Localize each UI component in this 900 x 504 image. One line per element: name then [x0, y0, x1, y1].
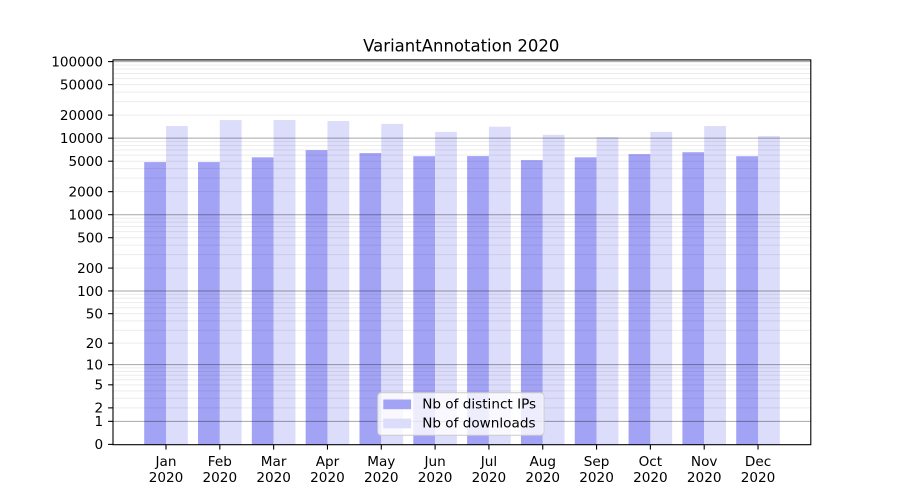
- y-tick-label: 5: [94, 378, 103, 394]
- x-tick-label-year: 2020: [633, 470, 668, 486]
- bar-ips-sep: [574, 157, 597, 445]
- x-tick-label-year: 2020: [741, 470, 776, 486]
- chart-title: VariantAnnotation 2020: [363, 37, 559, 56]
- legend-frame: [377, 392, 545, 436]
- bars-layer: [144, 120, 780, 445]
- y-tick-label: 1: [94, 414, 103, 430]
- bar-downloads-nov: [704, 126, 726, 445]
- bar-downloads-jul: [488, 126, 511, 445]
- bar-ips-may: [359, 153, 382, 445]
- y-tick-label: 0: [94, 437, 103, 453]
- y-tick-label: 2000: [68, 184, 103, 200]
- y-tick-label: 100000: [51, 54, 103, 70]
- legend-swatch-ips: [383, 399, 412, 410]
- bar-downloads-feb: [219, 120, 242, 445]
- y-tick-label: 50000: [60, 77, 103, 93]
- bar-downloads-oct: [650, 131, 673, 445]
- y-tick-label: 20000: [60, 108, 103, 124]
- bar-downloads-mar: [273, 120, 296, 445]
- bar-downloads-jun: [435, 131, 457, 445]
- bar-downloads-aug: [542, 134, 565, 445]
- y-tick-label: 10000: [60, 131, 103, 147]
- gridlines-layer: [113, 61, 811, 422]
- legend-swatch-downloads: [383, 418, 412, 429]
- x-tick-label-year: 2020: [525, 470, 560, 486]
- y-tick-label: 200: [77, 261, 103, 277]
- x-tick-label-year: 2020: [310, 470, 345, 486]
- x-tick-label-month: Apr: [316, 454, 340, 470]
- axes-layer: [108, 59, 812, 450]
- bar-ips-nov: [682, 152, 705, 445]
- axes-frame: [112, 59, 812, 446]
- x-tick-label-year: 2020: [256, 470, 291, 486]
- bar-downloads-apr: [327, 121, 350, 445]
- bar-ips-aug: [520, 160, 543, 445]
- x-tick-label-month: Sep: [584, 454, 610, 470]
- bar-ips-jan: [144, 162, 166, 445]
- tick-labels-layer: 0 12 5 10 20 50 100 200 500 1000 2000 5000 10000 2000…: [51, 54, 776, 486]
- x-tick-label-month: Jun: [423, 454, 445, 470]
- bar-downloads-dec: [758, 136, 780, 445]
- x-tick-label-month: Jan: [155, 454, 177, 470]
- legend-label-ips: Nb of distinct IPs: [422, 397, 536, 413]
- x-tick-label-year: 2020: [364, 470, 399, 486]
- x-tick-label-month: Mar: [261, 454, 287, 470]
- y-tick-label: 100: [77, 284, 103, 300]
- x-tick-label-month: Feb: [208, 454, 232, 470]
- x-tick-label-year: 2020: [579, 470, 614, 486]
- bar-downloads-jan: [166, 125, 188, 445]
- y-tick-label: 500: [77, 231, 103, 247]
- x-tick-label-month: Jul: [480, 454, 497, 470]
- bar-ips-jun: [413, 156, 436, 445]
- bar-ips-dec: [736, 156, 759, 445]
- bar-ips-jul: [467, 156, 489, 445]
- legend: Nb of distinct IPs Nb of downloads: [377, 392, 545, 436]
- x-tick-label-year: 2020: [149, 470, 184, 486]
- y-tick-label: 1000: [68, 207, 103, 223]
- x-tick-label-month: Oct: [639, 454, 663, 470]
- bar-downloads-sep: [596, 137, 619, 445]
- bar-ips-apr: [305, 150, 328, 445]
- x-tick-label-year: 2020: [203, 470, 238, 486]
- x-tick-label-year: 2020: [472, 470, 507, 486]
- y-tick-label: 20: [86, 336, 103, 352]
- y-tick-label: 50: [86, 306, 103, 322]
- x-tick-label-month: Aug: [529, 454, 556, 470]
- x-tick-label-year: 2020: [687, 470, 722, 486]
- legend-label-downloads: Nb of downloads: [422, 416, 535, 432]
- bar-ips-feb: [198, 162, 220, 445]
- x-tick-label-year: 2020: [418, 470, 453, 486]
- y-tick-label: 5000: [68, 154, 103, 170]
- x-tick-label-month: Nov: [691, 454, 718, 470]
- y-tick-label: 2: [94, 401, 103, 417]
- bar-downloads-may: [381, 123, 404, 445]
- x-tick-label-month: Dec: [745, 454, 771, 470]
- bar-ips-oct: [628, 154, 651, 445]
- bar-ips-mar: [251, 157, 274, 445]
- y-tick-label: 10: [86, 357, 103, 373]
- x-tick-label-month: May: [367, 454, 395, 470]
